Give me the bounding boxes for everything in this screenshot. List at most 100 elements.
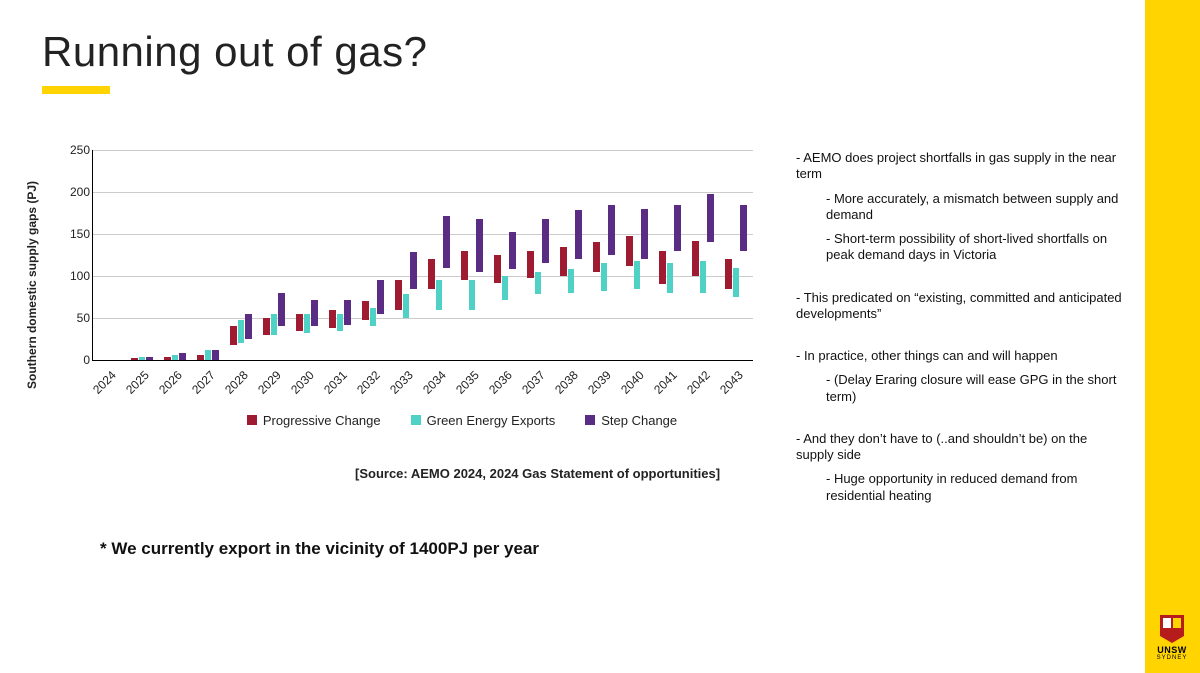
x-tick-label: 2042 xyxy=(684,368,713,397)
bar-step-change xyxy=(344,300,351,325)
bar-green-energy-exports xyxy=(139,357,146,360)
bar-green-energy-exports xyxy=(601,263,608,291)
bar-step-change xyxy=(278,293,285,327)
bullet-sub: - Huge opportunity in reduced demand fro… xyxy=(826,471,1126,504)
gridline xyxy=(93,192,753,193)
y-tick-label: 250 xyxy=(66,143,90,157)
bar-progressive-change xyxy=(560,247,567,276)
bar-progressive-change xyxy=(395,280,402,309)
bullet-main: - And they don’t have to (..and shouldn’… xyxy=(796,431,1126,464)
slide-title: Running out of gas? xyxy=(42,28,427,76)
x-tick-label: 2038 xyxy=(552,368,581,397)
bullet-gap xyxy=(796,272,1126,290)
bar-progressive-change xyxy=(593,242,600,271)
x-tick-label: 2030 xyxy=(288,368,317,397)
bar-green-energy-exports xyxy=(535,272,542,295)
gridline xyxy=(93,318,753,319)
bar-progressive-change xyxy=(659,251,666,285)
y-tick-label: 50 xyxy=(66,311,90,325)
bar-step-change xyxy=(641,209,648,259)
x-tick-label: 2027 xyxy=(189,368,218,397)
bar-green-energy-exports xyxy=(403,294,410,318)
bar-green-energy-exports xyxy=(172,355,179,360)
bullet-gap xyxy=(796,330,1126,348)
title-underline xyxy=(42,86,110,94)
bar-green-energy-exports xyxy=(667,263,674,292)
bar-green-energy-exports xyxy=(436,280,443,309)
bar-green-energy-exports xyxy=(271,314,278,335)
source-citation: [Source: AEMO 2024, 2024 Gas Statement o… xyxy=(355,466,720,481)
chart-plot xyxy=(92,150,753,361)
x-tick-label: 2025 xyxy=(123,368,152,397)
bullet-sub: - More accurately, a mismatch between su… xyxy=(826,191,1126,224)
bullet-sub: - (Delay Eraring closure will ease GPG i… xyxy=(826,372,1126,405)
bar-step-change xyxy=(410,252,417,288)
bar-progressive-change xyxy=(692,241,699,276)
x-tick-label: 2039 xyxy=(585,368,614,397)
bar-progressive-change xyxy=(527,251,534,278)
gold-side-bar xyxy=(1145,0,1200,673)
x-tick-label: 2035 xyxy=(453,368,482,397)
gridline xyxy=(93,234,753,235)
bar-step-change xyxy=(377,280,384,314)
bar-step-change xyxy=(146,357,153,360)
title-block: Running out of gas? xyxy=(42,28,427,94)
bar-step-change xyxy=(245,314,252,339)
y-tick-label: 200 xyxy=(66,185,90,199)
bar-green-energy-exports xyxy=(700,261,707,293)
x-tick-label: 2036 xyxy=(486,368,515,397)
gridline xyxy=(93,276,753,277)
slide: Running out of gas? Southern domestic su… xyxy=(0,0,1200,673)
x-tick-label: 2032 xyxy=(354,368,383,397)
bar-step-change xyxy=(740,205,747,251)
bar-progressive-change xyxy=(626,236,633,266)
x-tick-label: 2024 xyxy=(90,368,119,397)
legend-swatch xyxy=(411,415,421,425)
bar-step-change xyxy=(542,219,549,264)
bar-progressive-change xyxy=(164,357,171,360)
legend-item-step-change: Step Change xyxy=(585,410,677,430)
bar-green-energy-exports xyxy=(304,314,311,333)
legend-label: Step Change xyxy=(601,413,677,428)
bar-step-change xyxy=(509,232,516,269)
bullet-main: - In practice, other things can and will… xyxy=(796,348,1126,364)
logo-text: UNSW xyxy=(1153,645,1191,655)
bar-progressive-change xyxy=(494,255,501,283)
bar-green-energy-exports xyxy=(502,276,509,300)
legend-item-progressive-change: Progressive Change xyxy=(247,410,381,430)
bullet-list: - AEMO does project shortfalls in gas su… xyxy=(796,150,1126,512)
x-tick-label: 2041 xyxy=(651,368,680,397)
bar-green-energy-exports xyxy=(733,268,740,297)
x-tick-label: 2033 xyxy=(387,368,416,397)
bar-progressive-change xyxy=(131,358,138,360)
bar-green-energy-exports xyxy=(205,350,212,360)
bullet-main: - AEMO does project shortfalls in gas su… xyxy=(796,150,1126,183)
x-tick-label: 2028 xyxy=(222,368,251,397)
bar-step-change xyxy=(707,194,714,243)
bar-progressive-change xyxy=(197,355,204,360)
x-tick-label: 2031 xyxy=(321,368,350,397)
legend-swatch xyxy=(585,415,595,425)
bar-progressive-change xyxy=(329,310,336,328)
bar-green-energy-exports xyxy=(337,314,344,331)
x-tick-label: 2043 xyxy=(717,368,746,397)
bar-step-change xyxy=(443,216,450,268)
gridline xyxy=(93,150,753,151)
x-tick-label: 2040 xyxy=(618,368,647,397)
bar-green-energy-exports xyxy=(634,261,641,289)
bar-step-change xyxy=(476,219,483,272)
x-tick-label: 2034 xyxy=(420,368,449,397)
bar-green-energy-exports xyxy=(469,280,476,309)
bar-green-energy-exports xyxy=(370,308,377,326)
bar-progressive-change xyxy=(725,259,732,288)
bar-step-change xyxy=(608,205,615,255)
bar-progressive-change xyxy=(296,314,303,331)
x-tick-label: 2026 xyxy=(156,368,185,397)
bullet-sub: - Short-term possibility of short-lived … xyxy=(826,231,1126,264)
y-axis-label: Southern domestic supply gaps (PJ) xyxy=(25,181,39,389)
bar-progressive-change xyxy=(230,326,237,344)
legend-swatch xyxy=(247,415,257,425)
bar-step-change xyxy=(575,210,582,259)
legend-item-green-energy-exports: Green Energy Exports xyxy=(411,410,556,430)
bar-step-change xyxy=(311,300,318,327)
